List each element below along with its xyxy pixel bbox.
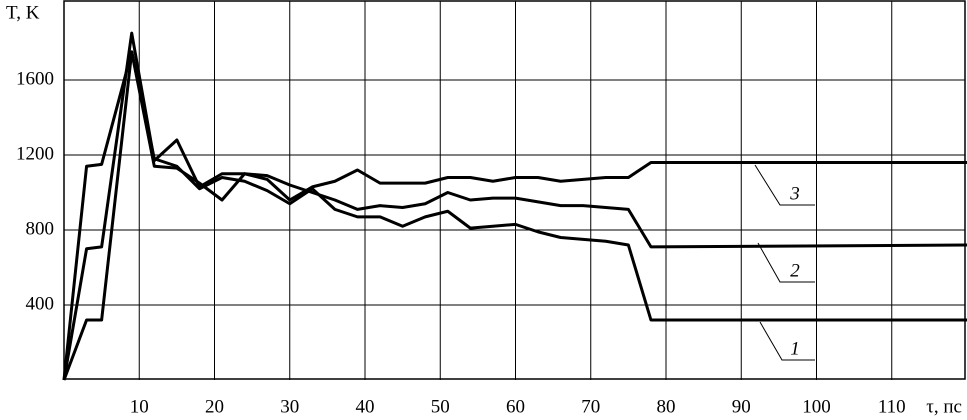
callout-line — [754, 164, 815, 206]
x-tick-label: 90 — [732, 396, 751, 417]
series-label: 3 — [789, 183, 800, 204]
series-label: 2 — [790, 260, 800, 281]
y-tick-label: 400 — [26, 293, 55, 314]
series-line — [62, 50, 967, 381]
callout-line — [759, 321, 815, 361]
series-line — [62, 50, 967, 381]
x-tick-label: 20 — [205, 396, 224, 417]
x-tick-label: 50 — [431, 396, 450, 417]
x-tick-label: 60 — [506, 396, 525, 417]
y-tick-label: 1200 — [16, 143, 54, 164]
x-tick-label: 10 — [130, 396, 149, 417]
x-tick-label: 70 — [581, 396, 600, 417]
y-axis-label: T, K — [6, 2, 40, 23]
callout-line — [757, 242, 815, 283]
y-tick-label: 800 — [26, 218, 55, 239]
x-tick-label: 30 — [280, 396, 299, 417]
y-tick-label: 1600 — [16, 68, 54, 89]
x-axis-label: τ, пс — [926, 396, 962, 417]
x-tick-label: 100 — [802, 396, 831, 417]
x-tick-label: 80 — [657, 396, 676, 417]
series-label: 1 — [790, 338, 800, 359]
x-tick-label: 40 — [356, 396, 375, 417]
x-tick-label: 110 — [878, 396, 906, 417]
series-line — [62, 31, 967, 381]
plot-frame — [63, 0, 966, 380]
